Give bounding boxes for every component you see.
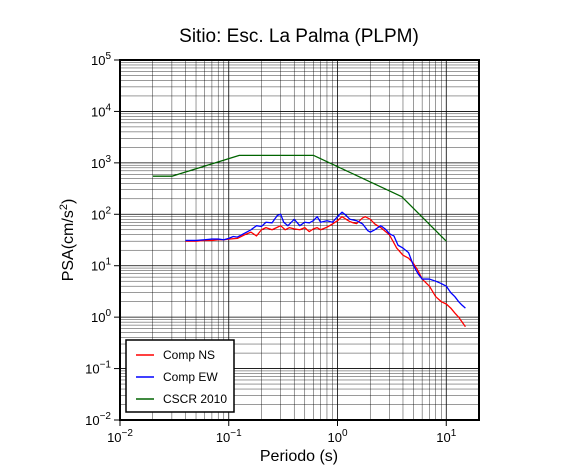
series-line-2	[152, 154, 447, 242]
legend-label-0: Comp NS	[163, 348, 215, 362]
series-layer	[152, 154, 466, 328]
y-axis-label-main: PSA(cm/s	[60, 210, 77, 281]
y-axis-label: PSA(cm/s2)	[58, 199, 77, 282]
y-tick-label: 100	[91, 308, 111, 325]
y-tick-label-exp: 3	[105, 154, 111, 165]
y-tick-label: 10−2	[85, 411, 111, 428]
x-axis-ticks: 10−2 10−1 100 101	[107, 420, 457, 445]
y-tick-label-base: 10	[91, 53, 105, 68]
series-line-0	[185, 215, 466, 328]
y-tick-label-base: 10	[91, 156, 105, 171]
x-tick-label-base: 10	[327, 430, 341, 445]
y-axis-label-sup: 2	[58, 204, 70, 210]
x-tick-label-exp: 1	[451, 428, 457, 439]
chart-title: Sitio: Esc. La Palma (PLPM)	[179, 26, 419, 47]
y-tick-label: 105	[91, 51, 111, 68]
x-tick-label-base: 10	[107, 430, 121, 445]
y-tick-label-base: 10	[85, 413, 99, 428]
y-tick-label-base: 10	[91, 259, 105, 274]
y-tick-label-exp: 2	[105, 205, 111, 216]
series-line-1	[185, 211, 466, 309]
x-tick-label-exp: −1	[230, 428, 242, 439]
x-tick-label-exp: 0	[342, 428, 348, 439]
y-tick-label: 102	[91, 205, 111, 222]
x-tick-label-exp: −2	[122, 428, 134, 439]
plot-frame	[119, 59, 480, 421]
y-tick-label-base: 10	[85, 362, 99, 377]
x-tick-label-base: 10	[436, 430, 450, 445]
y-tick-label-base: 10	[91, 104, 105, 119]
y-tick-label-base: 10	[91, 207, 105, 222]
y-tick-label: 10−1	[85, 360, 111, 377]
y-tick-label: 103	[91, 154, 111, 171]
legend-label-1: Comp EW	[163, 370, 218, 384]
y-tick-label-base: 10	[91, 310, 105, 325]
x-tick-label-base: 10	[216, 430, 230, 445]
x-axis-label: Periodo (s)	[260, 448, 338, 465]
y-tick-label-exp: −2	[100, 411, 112, 422]
x-tick-label: 101	[436, 428, 456, 445]
x-tick-label: 10−2	[107, 428, 133, 445]
y-tick-label-exp: −1	[100, 360, 112, 371]
x-tick-label: 100	[327, 428, 347, 445]
y-tick-label-exp: 4	[105, 102, 111, 113]
y-tick-label: 104	[91, 102, 111, 119]
y-tick-label: 101	[91, 257, 111, 274]
y-tick-label-exp: 1	[105, 257, 111, 268]
legend-label-2: CSCR 2010	[163, 392, 227, 406]
y-tick-label-exp: 5	[105, 51, 111, 62]
y-axis-label-close: )	[60, 199, 77, 204]
y-tick-label-exp: 0	[105, 308, 111, 319]
legend: Comp NS Comp EW CSCR 2010	[125, 339, 235, 413]
grid	[119, 59, 480, 421]
legend-box	[125, 339, 235, 413]
x-tick-label: 10−1	[216, 428, 242, 445]
